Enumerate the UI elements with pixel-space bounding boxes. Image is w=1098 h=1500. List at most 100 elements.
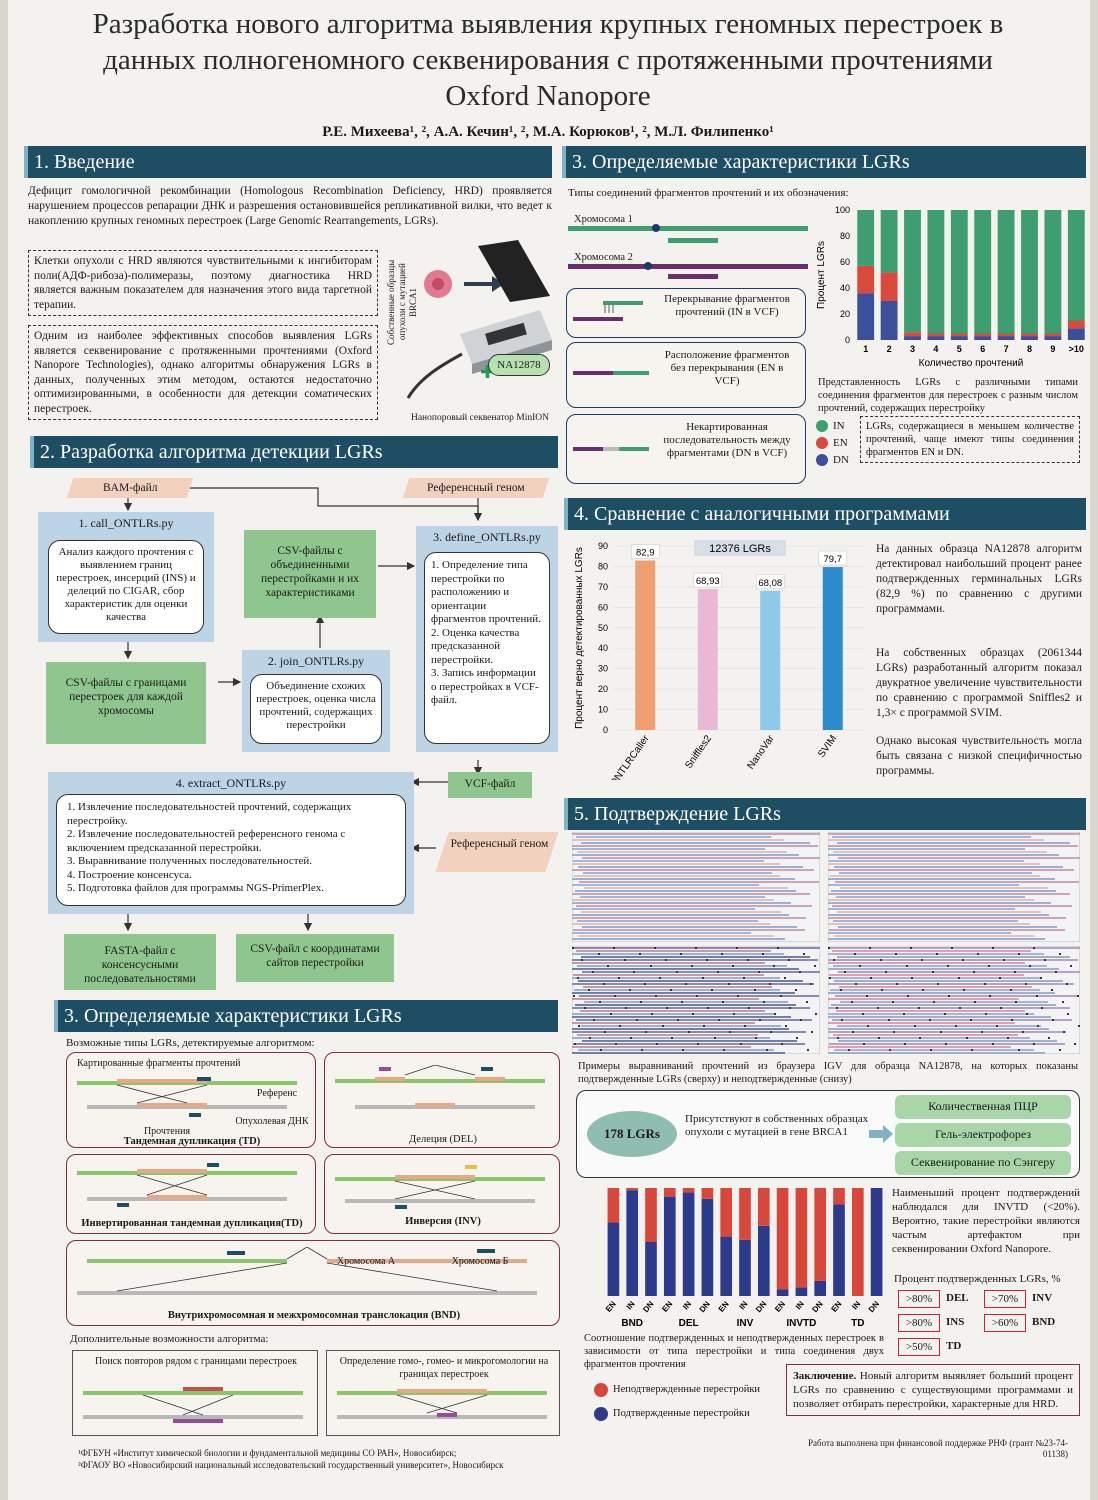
bar-confirmed: [833, 1204, 845, 1296]
x-tick-label: ONTLRCaller: [608, 733, 652, 780]
igv-mismatch: [714, 1037, 716, 1039]
igv-mismatch: [977, 953, 979, 955]
igv-read: [835, 995, 1079, 997]
confirm-caption: Соотношение подтвержденных и неподтвержд…: [584, 1333, 884, 1370]
igv-read: [572, 992, 795, 994]
igv-mismatch: [1000, 1007, 1002, 1009]
igv-read: [583, 872, 772, 874]
pct-title: Процент подтвержденных LGRs, %: [894, 1273, 1061, 1285]
igv-read: [572, 938, 785, 940]
igv-mismatch: [867, 1025, 869, 1027]
igv-mismatch: [624, 959, 626, 961]
igv-read: [831, 890, 1056, 892]
igv-mismatch: [1036, 995, 1038, 997]
igv-mismatch: [614, 995, 616, 997]
bar-segment-in: [997, 210, 1015, 334]
igv-read: [577, 1034, 758, 1036]
inv-title: Инверсия (INV): [405, 1216, 481, 1227]
igv-mismatch: [685, 983, 687, 985]
igv-mismatch: [836, 1007, 838, 1009]
igv-mismatch: [613, 947, 615, 949]
igv-mismatch: [1022, 1031, 1024, 1033]
bar-unconfirmed: [682, 1188, 695, 1193]
y-tick-label: 50: [598, 623, 608, 633]
igv-mismatch: [682, 1049, 684, 1051]
x-tick-label: DN: [754, 1299, 768, 1314]
conclusion-label: Заключение.: [793, 1370, 857, 1382]
data-label-bg: [630, 544, 660, 559]
igv-mismatch: [759, 1019, 761, 1021]
bar-confirmed: [701, 1198, 714, 1296]
igv-read: [573, 974, 764, 976]
homology-title: Определение гомо-, гомео- и микрогомолог…: [339, 1356, 549, 1380]
x-tick-label: EN: [773, 1299, 787, 1313]
bar-segment-in: [974, 210, 992, 334]
igv-mismatch: [789, 1007, 791, 1009]
igv-read: [572, 908, 755, 910]
igv-mismatch: [770, 1031, 772, 1033]
igv-mismatch: [922, 989, 924, 991]
bar-unconfirmed: [776, 1188, 789, 1290]
igv-mismatch: [863, 1043, 865, 1045]
igv-read: [572, 899, 774, 901]
extract-title: 4. extract_ONTLRs.py: [175, 776, 287, 790]
igv-mismatch: [796, 1037, 798, 1039]
chart-title: 12376 LGRs: [709, 543, 771, 555]
igv-mismatch: [1029, 965, 1031, 967]
sec1-heading: 1. Введение: [24, 146, 552, 178]
x-tick-label: DN: [641, 1299, 655, 1314]
igv-mismatch: [859, 965, 861, 967]
igv-mismatch: [1007, 1037, 1009, 1039]
bar-segment-in: [857, 210, 875, 266]
igv-mismatch: [1059, 1049, 1061, 1051]
igv-mismatch: [680, 953, 682, 955]
call-panel: 1. call_ONTLRs.py Анализ каждого прочтен…: [38, 512, 214, 642]
igv-read: [836, 1010, 1025, 1012]
join-text: Объединение схожих перестроек, оценка чи…: [250, 674, 382, 744]
igv-mismatch: [1052, 1019, 1054, 1021]
method-gel: Гель-электрофорез: [895, 1123, 1071, 1147]
data-label-bg: [693, 572, 723, 588]
igv-read: [828, 908, 1015, 910]
bar-unconfirmed: [739, 1188, 751, 1240]
igv-mismatch: [572, 947, 574, 949]
igv-mismatch: [593, 1019, 595, 1021]
igv-read: [572, 953, 784, 955]
igv-mismatch: [992, 947, 994, 949]
method-qpcr: Количественная ПЦР: [895, 1095, 1071, 1119]
bar-segment-in: [880, 210, 898, 273]
igv-read: [572, 932, 751, 934]
igv-mismatch: [870, 977, 872, 979]
bar-segment-en: [950, 333, 968, 337]
igv-mismatch: [855, 983, 857, 985]
conclusion-text: Новый алгоритм выявляет больший процент …: [793, 1370, 1074, 1410]
td-label-reads: Прочтения: [143, 1126, 191, 1137]
x-tick-label: 1: [863, 344, 868, 354]
igv-mismatch: [1044, 959, 1046, 961]
igv-mismatch: [829, 977, 831, 979]
x-tick-label: EN: [717, 1299, 731, 1313]
lgr-type-inv: Инверсия (INV): [324, 1154, 560, 1234]
bar: [822, 567, 843, 730]
define-title: 3. define_ONTLRs.py: [433, 530, 541, 544]
igv-read: [828, 1052, 1045, 1054]
method-sanger: Секвенирование по Сэнгеру: [895, 1151, 1071, 1175]
igv-mismatch: [948, 995, 950, 997]
igv-mismatch: [758, 971, 760, 973]
igv-read: [573, 929, 805, 931]
junction-in-desc: Перекрывание фрагментов прочтений (IN в …: [664, 293, 790, 318]
igv-mismatch: [721, 953, 723, 955]
extract-step: 5. Подготовка файлов для программы NGS-P…: [67, 882, 324, 894]
igv-mismatch: [1010, 989, 1012, 991]
igv-read: [582, 926, 797, 928]
igv-mismatch: [603, 983, 605, 985]
igv-read: [838, 971, 1086, 973]
group-label: INV: [737, 1318, 754, 1329]
legend-in-dot: [816, 420, 828, 433]
sec3a-subtitle: Возможные типы LGRs, детектируемые алгор…: [66, 1037, 315, 1049]
sec4-text1: На данных образца NA12878 алгоритм детек…: [876, 543, 1082, 615]
y-tick-label: 40: [598, 643, 608, 653]
group-label: BND: [621, 1318, 643, 1329]
pct-bnd-value: >60%: [984, 1314, 1026, 1332]
call-title: 1. call_ONTLRs.py: [78, 516, 174, 530]
